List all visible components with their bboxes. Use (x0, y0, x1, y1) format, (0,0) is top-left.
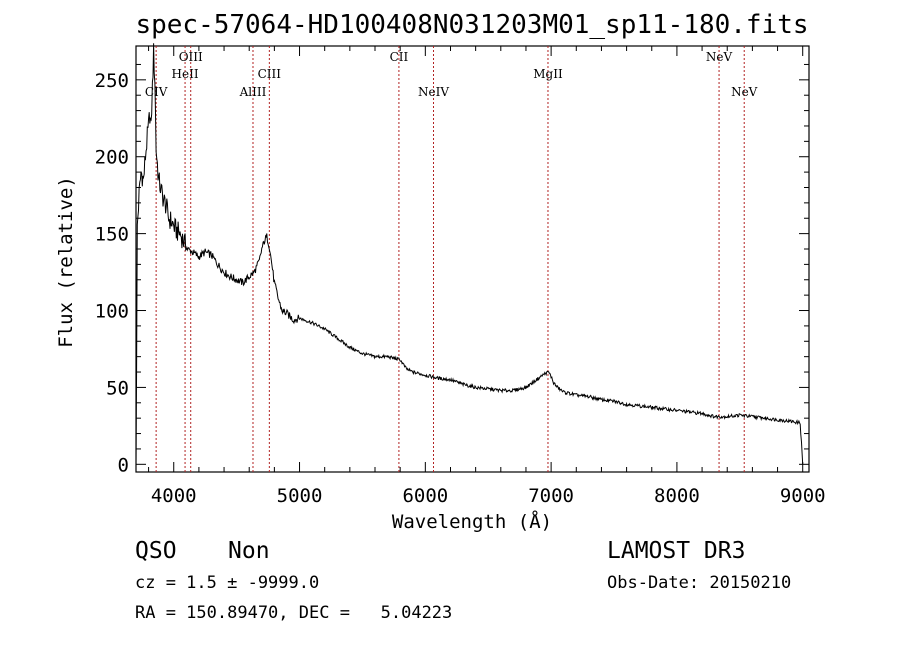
object-subclass: Non (228, 538, 270, 564)
plot-frame (135, 45, 810, 473)
emission-line-label: MgII (533, 67, 563, 81)
emission-line-label: CII (390, 50, 409, 64)
emission-line-label: OIII (179, 50, 203, 64)
emission-line-label: CIII (258, 67, 282, 81)
survey-label: LAMOST DR3 (607, 538, 746, 564)
y-axis-label: Flux (relative) (55, 176, 77, 348)
y-tick-label: 0 (118, 454, 129, 476)
axis-ticks-layer: 4000 5000 6000 7000 8000 9000 0 50 100 150 200 250 (95, 46, 826, 507)
emission-line-label: AlIII (239, 85, 267, 99)
x-tick-label: 9000 (780, 485, 826, 507)
y-tick-label: 150 (95, 224, 129, 246)
x-tick-label: 8000 (654, 485, 700, 507)
spectrum-series-line (135, 43, 804, 465)
emission-line-label: NeV (706, 50, 733, 64)
y-tick-label: 250 (95, 70, 129, 92)
x-tick-label: 7000 (528, 485, 574, 507)
redshift-line: cz = 1.5 ± -9999.0 (135, 573, 320, 593)
emission-lines-layer: CIV HeII OIII AlIII CIII CII NeIV MgII NeV NeV (145, 46, 758, 472)
obs-date-line: Obs-Date: 20150210 (607, 573, 792, 593)
emission-line-label: CIV (145, 85, 168, 99)
y-tick-label: 50 (106, 377, 129, 399)
coordinates-line: RA = 150.89470, DEC = 5.04223 (135, 603, 453, 623)
y-tick-label: 200 (95, 147, 129, 169)
object-class: QSO (135, 538, 177, 564)
emission-line-label: NeV (731, 85, 758, 99)
emission-line-label: NeIV (418, 85, 449, 99)
x-tick-label: 6000 (402, 485, 448, 507)
x-tick-label: 4000 (151, 485, 197, 507)
y-tick-label: 100 (95, 301, 129, 323)
x-axis-label: Wavelength (Å) (392, 510, 552, 533)
chart-title: spec-57064-HD100408N031203M01_sp11-180.f… (135, 10, 808, 40)
emission-line-label: HeII (172, 67, 199, 81)
x-tick-label: 5000 (277, 485, 323, 507)
